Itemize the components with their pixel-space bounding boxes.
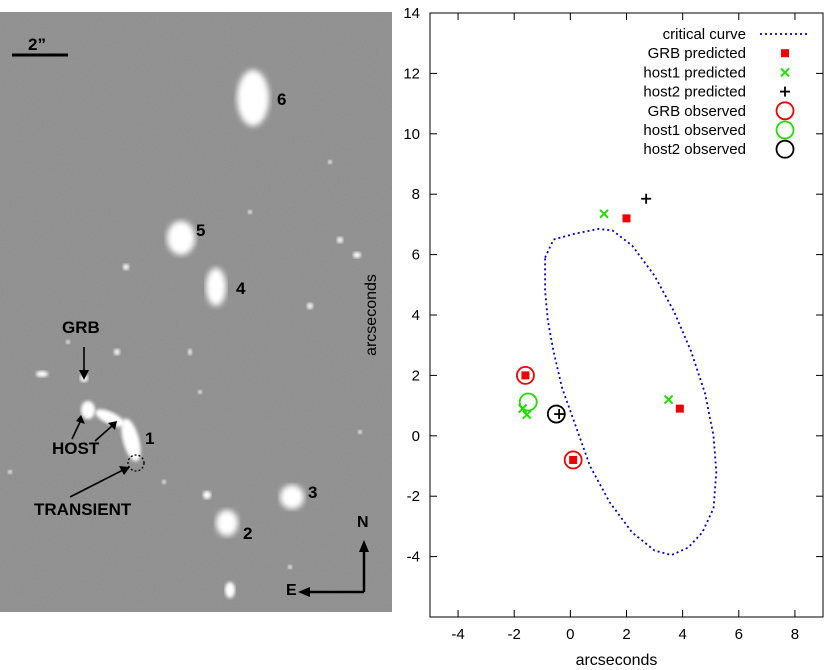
- source-label-1: 1: [145, 429, 155, 448]
- galaxy-2: [216, 510, 238, 536]
- galaxy-1: [121, 418, 141, 462]
- host-galaxy-knot: [81, 401, 95, 419]
- host2-predicted-point: [554, 409, 565, 420]
- host1-predicted-point: [599, 209, 609, 219]
- legend-marker: [775, 120, 795, 140]
- grb-predicted-point: [622, 214, 631, 223]
- x-axis-label: arcseconds: [576, 652, 658, 669]
- legend-marker-stroke: [780, 67, 790, 78]
- legend-label: host2 observed: [643, 141, 746, 158]
- source-label-4: 4: [236, 279, 246, 298]
- source-label-2: 2: [243, 524, 253, 543]
- legend-marker: [780, 67, 790, 78]
- y-tick-label: 4: [412, 307, 420, 324]
- source-label-5: 5: [196, 221, 206, 240]
- galaxy-4: [206, 268, 226, 306]
- x-tick-label: 6: [735, 626, 743, 643]
- legend-label: host1 predicted: [643, 64, 746, 81]
- host1-predicted-point-stroke: [522, 409, 532, 420]
- legend-label: GRB predicted: [648, 45, 746, 62]
- host1-predicted-point-stroke: [599, 209, 609, 219]
- y-tick-label: 2: [412, 367, 420, 384]
- galaxy-5: [167, 221, 195, 255]
- y-tick-label: 10: [403, 126, 420, 143]
- grb-predicted-point: [569, 455, 578, 464]
- x-tick-label: 4: [678, 626, 686, 643]
- host-galaxy: [95, 409, 125, 427]
- x-tick-label: 2: [622, 626, 630, 643]
- host2-observed-point: [546, 404, 566, 424]
- grb-observed-point: [516, 365, 535, 385]
- legend-marker: [775, 139, 795, 159]
- source-label-6: 6: [277, 90, 287, 109]
- galaxy-3: [280, 485, 304, 509]
- scale-bar-label: 2”: [28, 35, 46, 54]
- legend-marker: [781, 49, 789, 58]
- y-tick-label: 14: [403, 5, 420, 22]
- legend-label: host2 predicted: [643, 84, 746, 101]
- host1-observed-point: [518, 392, 538, 412]
- grb-observed-point: [563, 450, 583, 470]
- sky-image: [0, 12, 392, 612]
- y-tick-label: 8: [412, 186, 420, 203]
- compass-east-label: E: [286, 582, 297, 599]
- grb-label: GRB: [62, 318, 100, 337]
- y-tick-label: -2: [407, 488, 420, 505]
- y-tick-label: 12: [403, 65, 420, 82]
- grb-predicted-point: [521, 371, 530, 380]
- legend-label: critical curve: [663, 26, 746, 43]
- plot-frame: [429, 12, 824, 618]
- y-tick-label: -4: [407, 549, 420, 566]
- host1-predicted-point: [522, 409, 532, 420]
- legend-marker: [780, 86, 790, 97]
- sky-image-panel: 2” GRB HOST TRANSIENT 1 2 3 4 5 6 N E: [0, 12, 392, 612]
- host1-predicted-point: [663, 394, 674, 405]
- host2-predicted-point: [641, 193, 652, 204]
- galaxy-6: [237, 70, 269, 126]
- x-tick-label: 0: [566, 626, 574, 643]
- transient-marker: [127, 454, 145, 472]
- compass: [298, 540, 369, 597]
- critical-curve-line: [544, 228, 718, 557]
- host-label: HOST: [52, 439, 100, 458]
- x-tick-label: -2: [508, 626, 521, 643]
- compass-north-label: N: [357, 514, 369, 531]
- host1-predicted-point-stroke: [663, 394, 674, 405]
- y-tick-label: 6: [412, 247, 420, 264]
- source-label-3: 3: [308, 483, 318, 502]
- y-tick-label: 0: [412, 428, 420, 445]
- x-tick-label: 8: [791, 626, 799, 643]
- grb-predicted-point: [675, 404, 684, 413]
- y-axis-label: arcseconds: [363, 274, 380, 356]
- transient-label: TRANSIENT: [34, 500, 132, 519]
- legend-marker: [775, 101, 795, 121]
- legend-label: GRB observed: [648, 103, 746, 120]
- x-tick-label: -4: [451, 626, 464, 643]
- legend-label: host1 observed: [643, 122, 746, 139]
